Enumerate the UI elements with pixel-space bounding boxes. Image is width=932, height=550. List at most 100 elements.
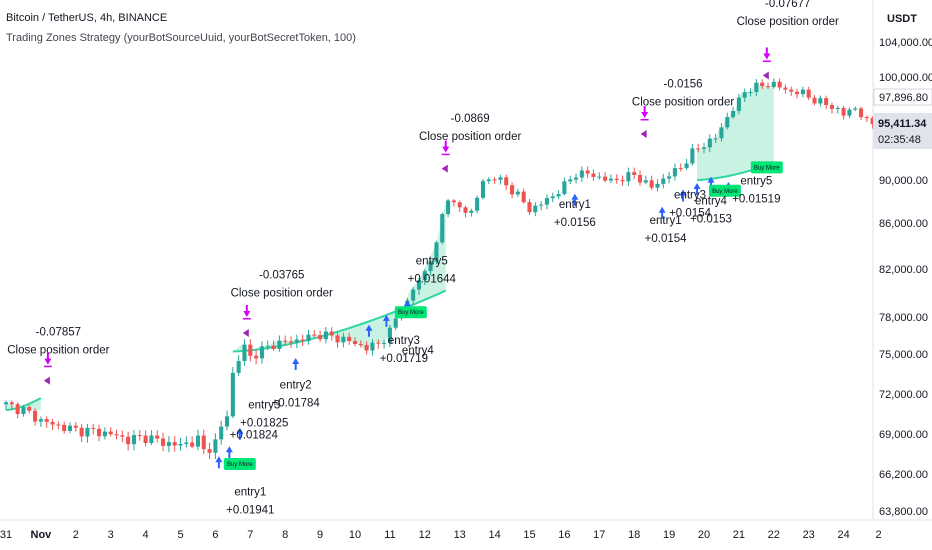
candle-body <box>44 419 49 422</box>
candle-body <box>672 168 677 177</box>
candle-body <box>27 407 32 411</box>
candle-body <box>521 191 526 203</box>
buy-more-tag <box>708 184 741 197</box>
candle-body <box>626 172 631 182</box>
candle-body <box>347 336 352 342</box>
candle-body <box>341 336 346 343</box>
trade-annotation: entry3 <box>248 400 280 412</box>
candle-body <box>492 179 497 181</box>
x-tick-label: 12 <box>419 529 431 541</box>
candle-body <box>283 340 288 342</box>
candle-body <box>21 407 26 414</box>
candle-body <box>114 434 119 436</box>
candle-body <box>690 148 695 164</box>
candle-body <box>480 181 486 198</box>
candle-body <box>382 342 387 344</box>
close-marker-bar <box>762 60 771 62</box>
candle-body <box>15 404 20 414</box>
candle-body <box>771 81 776 87</box>
y-tick-label: 90,000.00 <box>879 175 928 187</box>
candle-body <box>568 179 573 182</box>
candle-body <box>853 108 858 110</box>
entry-arrow-icon <box>707 176 715 189</box>
candle-body <box>393 318 398 328</box>
candle-body <box>201 435 206 450</box>
trade-annotation: entry1 <box>559 199 591 211</box>
x-tick-label: 7 <box>247 529 253 541</box>
candle-body <box>300 339 305 342</box>
candle-body <box>38 419 43 422</box>
candle-body <box>259 346 264 359</box>
trade-annotation: -0.03765 <box>259 270 304 282</box>
candle-body <box>748 91 753 93</box>
x-tick-label: 24 <box>837 529 849 541</box>
symbol-title: Bitcoin / TetherUS, 4h, BINANCE <box>6 12 168 24</box>
candle-body <box>3 402 9 405</box>
candle-body <box>777 81 782 88</box>
x-tick-label: 2 <box>73 529 79 541</box>
candle-body <box>166 442 171 446</box>
x-tick-label: 5 <box>177 529 183 541</box>
candle-body <box>137 435 142 437</box>
candle-body <box>661 178 666 184</box>
x-tick-label: 11 <box>384 529 395 541</box>
candle-body <box>603 176 608 181</box>
candle-body <box>573 177 579 180</box>
prior-price-badge <box>873 88 932 106</box>
close-marker-bar <box>242 318 251 320</box>
candle-body <box>254 355 259 359</box>
trade-annotation: +0.01941 <box>226 505 274 517</box>
candle-body <box>434 242 439 262</box>
candle-body <box>515 191 520 195</box>
x-tick-label: 18 <box>628 529 640 541</box>
candle-body <box>440 214 445 243</box>
trading-zone-3 <box>697 81 774 180</box>
candle-body <box>178 443 183 446</box>
entry-arrow-icon <box>571 193 579 206</box>
candle-body <box>288 341 294 343</box>
candle-body <box>213 439 218 453</box>
y-tick-label: 86,000.00 <box>879 218 928 230</box>
candle-body <box>643 180 648 183</box>
close-marker-bar <box>640 118 649 121</box>
y-tick-label: 72,000.00 <box>879 389 928 401</box>
x-tick-label: 19 <box>663 529 675 541</box>
candle-body <box>318 335 323 340</box>
x-tick-label: 4 <box>143 529 149 541</box>
candle-body <box>544 198 549 205</box>
buy-more-label: Buy More <box>712 189 738 195</box>
trade-annotation: Close position order <box>419 131 521 143</box>
buy-more-label: Buy More <box>227 462 253 468</box>
candle-body <box>510 185 515 195</box>
candle-body <box>207 449 212 453</box>
candle-body <box>835 108 840 110</box>
candle-body <box>701 147 707 149</box>
y-tick-label: 69,000.00 <box>879 429 928 441</box>
x-tick-label: 2 <box>875 529 881 541</box>
close-arrow-icon <box>44 352 52 365</box>
trade-annotation: +0.0156 <box>554 217 596 229</box>
candle-body <box>812 97 817 104</box>
candle-body <box>719 127 724 139</box>
candle-body <box>364 345 369 351</box>
x-tick-label: 16 <box>558 529 570 541</box>
candle-body <box>742 92 747 98</box>
exit-flag-icon <box>762 71 769 80</box>
strategy-title: Trading Zones Strategy (yourBotSourceUui… <box>6 32 356 44</box>
y-tick-label: 82,000.00 <box>879 264 928 276</box>
entry-arrow-icon <box>292 358 300 370</box>
candle-body <box>707 138 712 148</box>
x-tick-label: 8 <box>282 529 288 541</box>
trade-annotation: +0.01644 <box>408 273 457 285</box>
candle-body <box>184 442 189 444</box>
candle-body <box>79 427 84 437</box>
y-tick-label: 100,000.00 <box>879 72 932 84</box>
candle-body <box>446 200 451 215</box>
trade-annotation: +0.0154 <box>645 233 687 245</box>
close-arrow-icon <box>763 47 771 60</box>
candle-body <box>126 436 131 445</box>
x-tick-label: 9 <box>317 529 323 541</box>
trade-annotation: -0.0869 <box>451 113 490 125</box>
candle-body <box>655 183 660 188</box>
